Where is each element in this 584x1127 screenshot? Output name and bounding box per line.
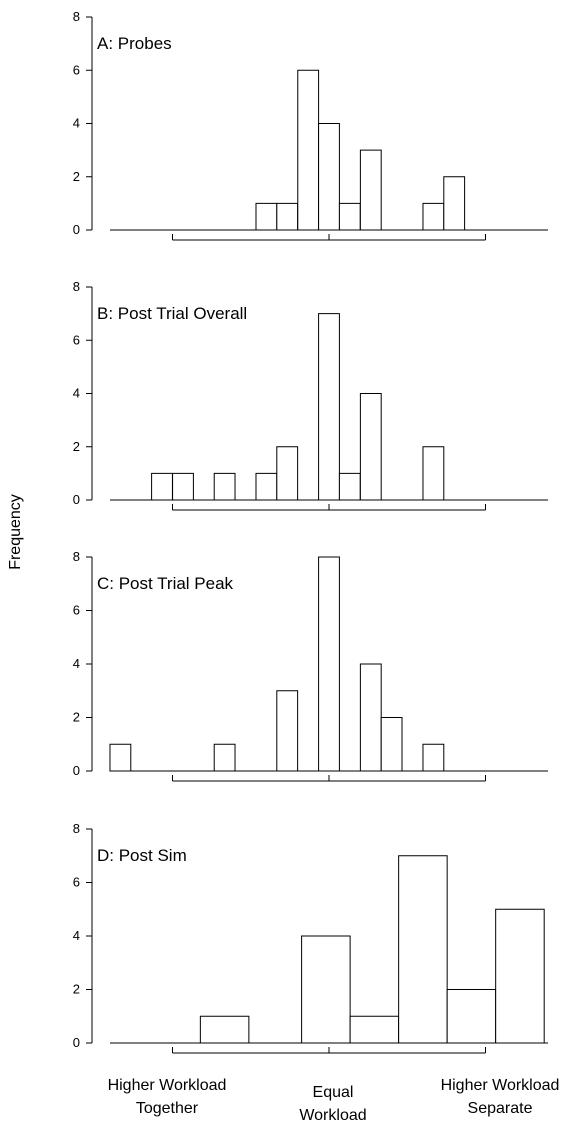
histogram-bar bbox=[213, 743, 236, 772]
y-tick-label: 6 bbox=[73, 62, 80, 77]
y-tick-label: 4 bbox=[73, 656, 80, 671]
y-tick-label: 2 bbox=[73, 982, 80, 997]
y-tick-label: 0 bbox=[73, 222, 80, 237]
y-tick-label: 6 bbox=[73, 332, 80, 347]
panel-title: C: Post Trial Peak bbox=[97, 574, 234, 593]
histogram-bar bbox=[172, 472, 194, 501]
histogram-bar bbox=[359, 663, 382, 772]
y-tick-label: 0 bbox=[73, 1035, 80, 1050]
histogram-bar bbox=[151, 472, 173, 501]
histogram-bar bbox=[318, 556, 340, 772]
panel-title: D: Post Sim bbox=[97, 846, 187, 865]
histogram-bar bbox=[446, 989, 497, 1044]
y-tick-label: 2 bbox=[73, 710, 80, 725]
histogram-bar bbox=[398, 855, 448, 1044]
histogram-bar bbox=[318, 123, 340, 231]
x-category-label: Together bbox=[136, 1100, 199, 1117]
histogram-bar bbox=[109, 743, 132, 772]
histogram-bar bbox=[495, 908, 545, 1044]
histogram-bar bbox=[422, 202, 445, 231]
histogram-bar bbox=[255, 472, 278, 501]
histogram-bar bbox=[213, 472, 236, 501]
y-tick-label: 2 bbox=[73, 439, 80, 454]
x-category-label: Higher Workload bbox=[441, 1077, 560, 1094]
histogram-bar bbox=[338, 202, 361, 231]
y-tick-label: 8 bbox=[73, 821, 80, 836]
y-tick-label: 8 bbox=[73, 279, 80, 294]
y-tick-label: 4 bbox=[73, 386, 80, 401]
y-tick-label: 8 bbox=[73, 9, 80, 24]
y-tick-label: 8 bbox=[73, 549, 80, 564]
y-axis-label: Frequency bbox=[7, 494, 24, 570]
histogram-bar bbox=[359, 149, 382, 231]
histogram-bar bbox=[422, 446, 445, 501]
panel-title: A: Probes bbox=[97, 34, 172, 53]
y-tick-label: 0 bbox=[73, 763, 80, 778]
y-tick-label: 0 bbox=[73, 492, 80, 507]
histogram-bar bbox=[380, 717, 403, 772]
histogram-bar bbox=[297, 69, 320, 231]
histogram-bar bbox=[318, 313, 340, 501]
panel-title: B: Post Trial Overall bbox=[97, 304, 247, 323]
histogram-bar bbox=[276, 690, 299, 772]
histogram-bar bbox=[338, 472, 361, 501]
histogram-bar bbox=[255, 202, 278, 231]
histogram-bar bbox=[301, 935, 351, 1044]
histogram-bar bbox=[422, 743, 445, 772]
x-category-label: Workload bbox=[299, 1107, 366, 1124]
x-category-label: Equal bbox=[313, 1084, 354, 1101]
y-tick-label: 4 bbox=[73, 928, 80, 943]
y-tick-label: 6 bbox=[73, 603, 80, 618]
histogram-bar bbox=[199, 1015, 250, 1044]
x-category-label: Separate bbox=[468, 1100, 533, 1117]
y-tick-label: 6 bbox=[73, 875, 80, 890]
histogram-bar bbox=[276, 446, 299, 501]
histogram-bar bbox=[276, 202, 299, 231]
x-category-label: Higher Workload bbox=[108, 1077, 227, 1094]
histogram-bar bbox=[349, 1015, 400, 1044]
histogram-bar bbox=[359, 393, 382, 501]
y-tick-label: 2 bbox=[73, 169, 80, 184]
histogram-bar bbox=[443, 176, 466, 231]
y-tick-label: 4 bbox=[73, 116, 80, 131]
